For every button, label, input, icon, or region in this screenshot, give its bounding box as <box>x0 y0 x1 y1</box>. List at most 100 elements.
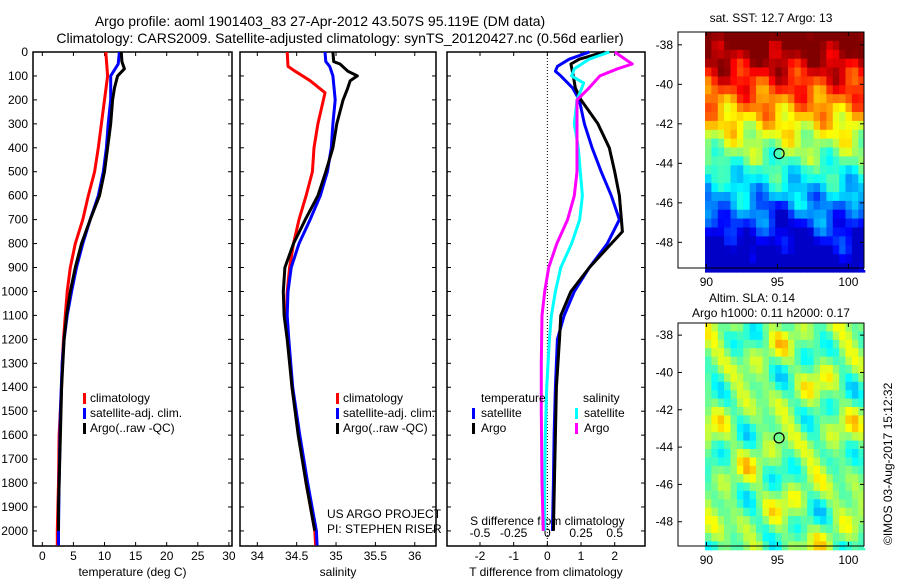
map-cell <box>820 254 827 264</box>
map-cell <box>749 156 757 166</box>
map-cell <box>807 339 815 349</box>
map-cell <box>730 192 738 202</box>
map-cell <box>743 440 751 450</box>
map-cell <box>749 331 757 341</box>
map-cell <box>711 323 719 332</box>
map-cell <box>762 138 770 149</box>
legend-swatch <box>575 423 578 434</box>
map-cell <box>749 94 757 104</box>
map-cell <box>730 499 738 509</box>
map-cell <box>858 381 866 391</box>
map-cell <box>705 373 712 383</box>
map-cell <box>775 415 783 425</box>
map-cell <box>775 254 783 264</box>
map-cell <box>820 49 827 60</box>
map-cell <box>768 94 776 104</box>
map-cell <box>730 490 738 500</box>
map-cell <box>800 356 808 366</box>
map-cell <box>826 516 834 526</box>
map-cell <box>807 40 815 51</box>
x-tick-label: 20 <box>160 549 174 563</box>
temperature-series-argo <box>551 50 624 531</box>
map-cell <box>762 474 770 484</box>
map-cell <box>724 381 732 391</box>
map-cell <box>851 245 859 255</box>
map-cell <box>717 348 725 358</box>
legend-swatch <box>83 423 86 434</box>
map-cell <box>724 465 732 475</box>
map-cell <box>717 174 725 184</box>
map-cell <box>724 76 732 86</box>
map-cell <box>756 40 764 51</box>
map-cell <box>756 67 764 77</box>
map-cell <box>826 407 834 416</box>
map-cell <box>762 356 770 366</box>
map-cell <box>705 165 712 175</box>
x-tick-label: -1 <box>508 549 519 563</box>
map-cell <box>858 147 866 157</box>
map-cell <box>743 209 751 220</box>
map-cell <box>820 67 827 77</box>
map-cell <box>775 449 783 458</box>
map-cell <box>768 440 776 450</box>
map-cell <box>705 103 712 113</box>
map-cell <box>705 474 712 484</box>
map-cell <box>858 398 866 408</box>
map-cell <box>743 147 751 157</box>
map-cell <box>820 432 827 442</box>
map-cell <box>832 398 840 408</box>
map-cell <box>743 156 751 166</box>
map-cell <box>711 465 719 475</box>
map-cell <box>794 227 802 237</box>
map-cell <box>832 356 840 366</box>
map-cell <box>845 440 853 450</box>
map-cell <box>832 457 840 467</box>
map-cell <box>807 227 815 237</box>
lon-tick-label: 100 <box>838 553 858 567</box>
map-cell <box>813 398 821 408</box>
map-cell <box>775 183 783 193</box>
map-cell <box>743 174 751 184</box>
map-cell <box>781 165 789 175</box>
map-cell <box>807 218 815 229</box>
map-cell <box>851 339 859 349</box>
map-cell <box>820 58 827 69</box>
map-cell <box>813 407 821 416</box>
x-tick-label: -2 <box>475 549 486 563</box>
map-cell <box>711 381 719 391</box>
map-cell <box>711 165 719 175</box>
map-cell <box>724 532 732 542</box>
map-cell <box>743 76 751 86</box>
map-cell <box>730 423 738 433</box>
map-cell <box>832 236 840 246</box>
map-cell <box>749 356 757 366</box>
map-cell <box>749 524 757 534</box>
map-cell <box>807 474 815 484</box>
map-cell <box>749 49 757 60</box>
map-cell <box>749 423 757 433</box>
map-cell <box>724 192 732 202</box>
map-cell <box>807 254 815 264</box>
map-cell <box>768 227 776 237</box>
map-cell <box>762 449 770 458</box>
y-tick-label: 900 <box>8 261 28 275</box>
map-cell <box>711 183 719 193</box>
map-cell <box>794 323 802 332</box>
map-cell <box>775 112 783 122</box>
map-cell <box>807 112 815 122</box>
map-cell <box>781 440 789 450</box>
legend-title-salinity: salinity <box>583 391 620 405</box>
map-cell <box>839 365 847 374</box>
map-cell <box>832 465 840 475</box>
map-cell <box>768 129 776 140</box>
map-cell <box>781 516 789 526</box>
map-cell <box>800 524 808 534</box>
map-cell <box>717 227 725 237</box>
map-cell <box>717 112 725 122</box>
map-cell <box>820 94 827 104</box>
map-cell <box>762 490 770 500</box>
map-cell <box>826 165 834 175</box>
map-cell <box>736 457 744 467</box>
map-cell <box>736 373 744 383</box>
map-cell <box>820 381 827 391</box>
